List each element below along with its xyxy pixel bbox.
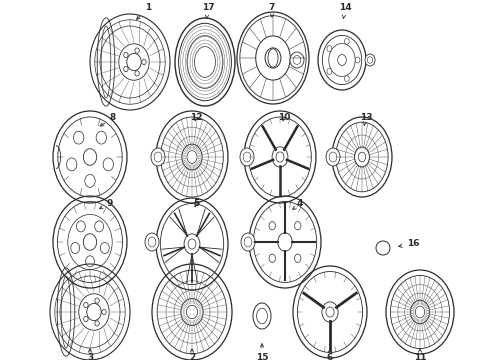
Ellipse shape (326, 148, 340, 166)
Ellipse shape (76, 221, 85, 232)
Ellipse shape (135, 48, 139, 53)
Ellipse shape (290, 52, 304, 68)
Ellipse shape (85, 175, 95, 187)
Ellipse shape (268, 49, 278, 67)
Ellipse shape (84, 316, 88, 322)
Ellipse shape (71, 242, 80, 253)
Ellipse shape (181, 298, 203, 325)
Text: 8: 8 (100, 113, 116, 126)
Text: 10: 10 (278, 113, 290, 122)
Ellipse shape (151, 148, 165, 166)
Ellipse shape (87, 303, 101, 321)
Ellipse shape (100, 242, 109, 253)
Ellipse shape (253, 303, 271, 329)
Ellipse shape (338, 55, 346, 66)
Ellipse shape (95, 321, 99, 326)
Text: 5: 5 (193, 199, 199, 208)
Ellipse shape (84, 302, 88, 307)
Ellipse shape (184, 234, 200, 254)
Ellipse shape (182, 144, 202, 170)
Text: 14: 14 (339, 4, 351, 18)
Ellipse shape (241, 233, 255, 251)
Text: 16: 16 (399, 239, 419, 248)
Ellipse shape (123, 66, 128, 72)
Text: 6: 6 (327, 349, 333, 360)
Ellipse shape (355, 57, 360, 63)
Ellipse shape (294, 254, 301, 262)
Ellipse shape (240, 148, 254, 166)
Text: 2: 2 (189, 349, 195, 360)
Ellipse shape (365, 54, 375, 66)
Ellipse shape (96, 131, 106, 144)
Ellipse shape (145, 233, 159, 251)
Text: 15: 15 (256, 344, 268, 360)
Ellipse shape (186, 305, 197, 319)
Ellipse shape (327, 45, 332, 51)
Ellipse shape (276, 152, 284, 162)
Ellipse shape (74, 131, 84, 144)
Ellipse shape (411, 300, 430, 324)
Ellipse shape (265, 48, 281, 68)
Text: 17: 17 (202, 4, 214, 18)
Text: 3: 3 (87, 349, 93, 360)
Ellipse shape (127, 53, 141, 71)
Text: 7: 7 (269, 4, 275, 17)
Text: 9: 9 (99, 199, 113, 209)
Ellipse shape (269, 254, 275, 262)
Text: 11: 11 (414, 349, 426, 360)
Ellipse shape (272, 147, 288, 167)
Ellipse shape (135, 71, 139, 76)
Ellipse shape (344, 39, 349, 44)
Ellipse shape (354, 147, 369, 167)
Ellipse shape (86, 256, 95, 267)
Text: 4: 4 (293, 199, 303, 210)
Ellipse shape (294, 222, 301, 230)
Ellipse shape (95, 298, 99, 303)
Ellipse shape (269, 222, 275, 230)
Ellipse shape (83, 149, 97, 165)
Ellipse shape (67, 158, 77, 171)
Ellipse shape (344, 76, 349, 82)
Ellipse shape (415, 306, 425, 318)
Text: 1: 1 (137, 4, 151, 19)
Text: 13: 13 (360, 113, 372, 125)
Ellipse shape (103, 158, 114, 171)
Ellipse shape (123, 52, 128, 58)
Ellipse shape (187, 150, 197, 163)
Text: 12: 12 (190, 113, 202, 122)
Ellipse shape (322, 302, 338, 322)
Ellipse shape (142, 59, 146, 65)
Ellipse shape (327, 68, 332, 75)
Ellipse shape (278, 233, 292, 251)
Ellipse shape (376, 241, 390, 255)
Ellipse shape (102, 309, 106, 315)
Ellipse shape (83, 234, 97, 250)
Ellipse shape (95, 221, 103, 232)
Ellipse shape (256, 36, 290, 80)
